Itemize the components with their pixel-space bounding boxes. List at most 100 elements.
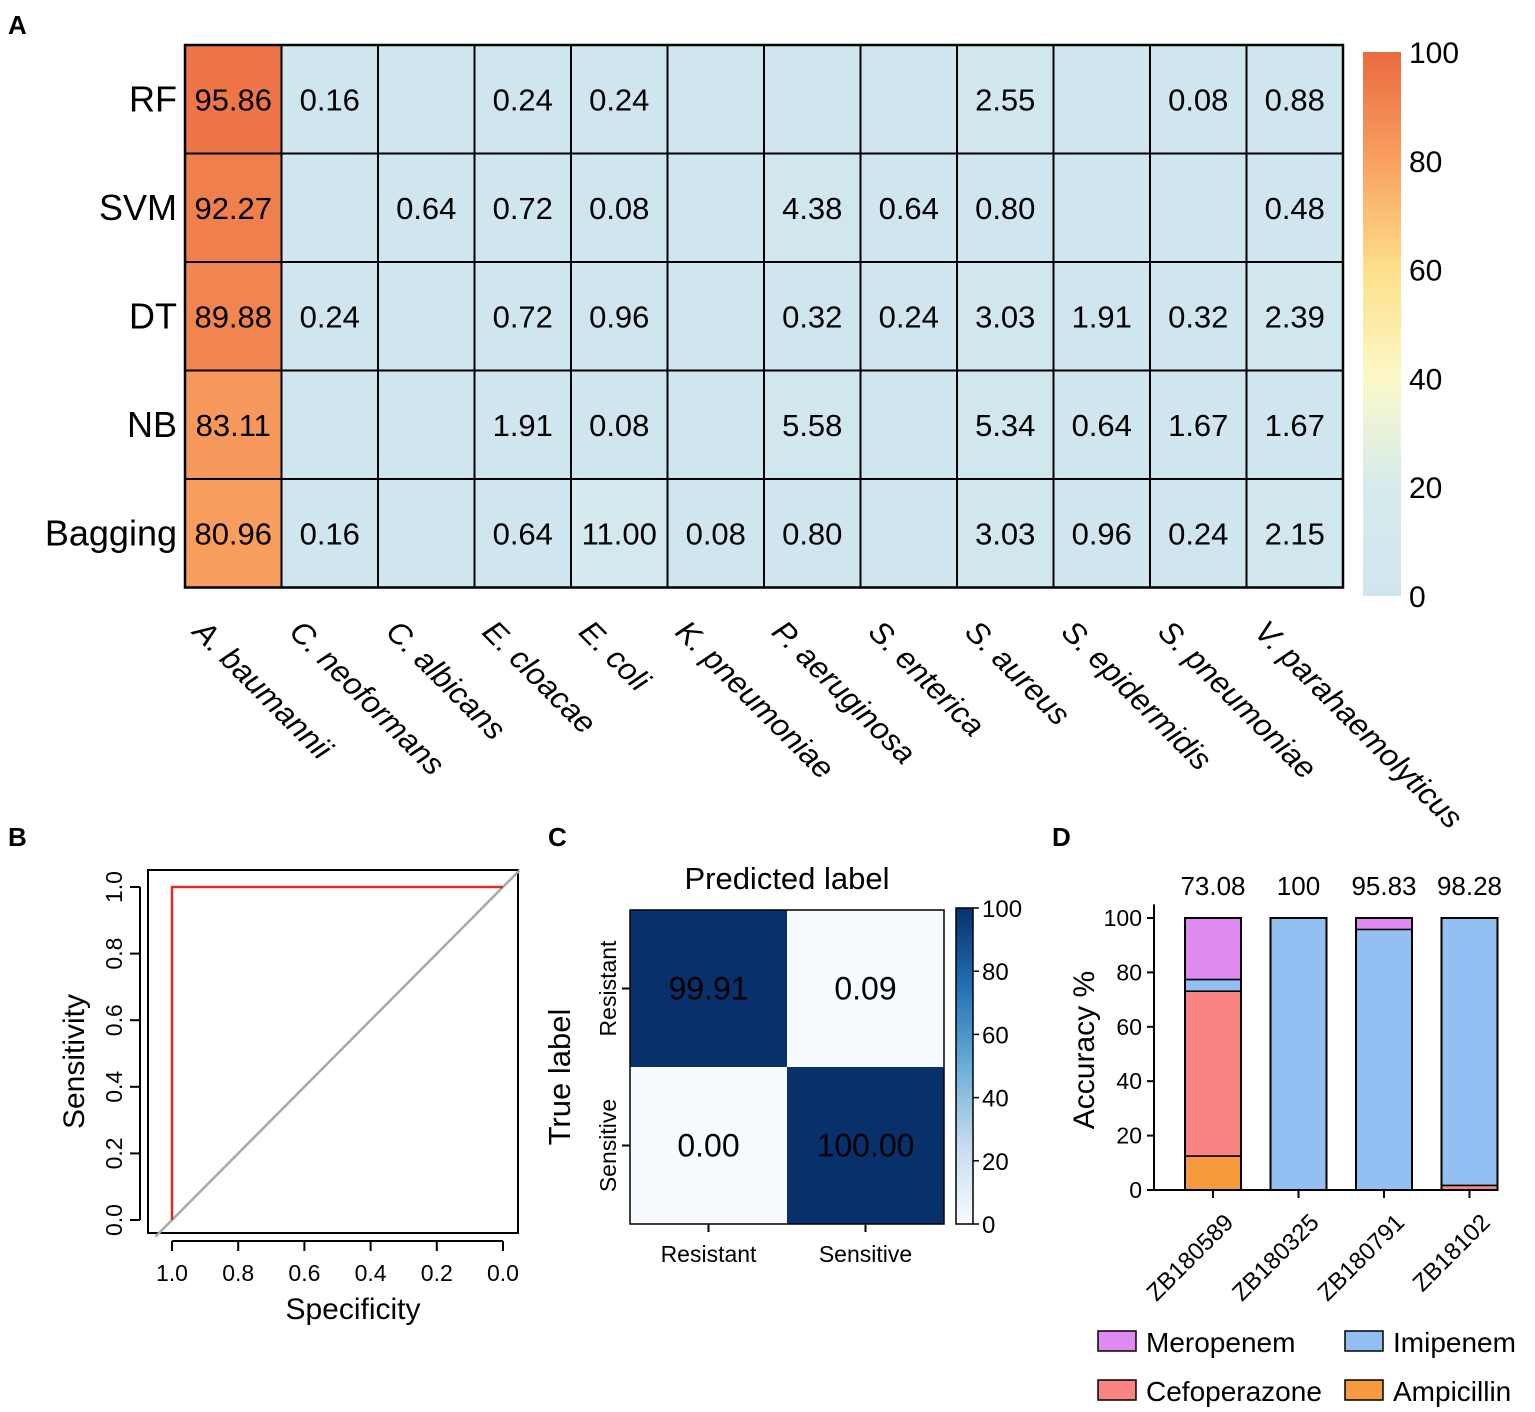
roc-curve	[170, 885, 503, 1220]
y-axis-title: True label	[542, 1009, 577, 1146]
x-tick-label: 0.8	[222, 1260, 254, 1286]
heatmap-cell-value: 3.03	[975, 299, 1035, 334]
heatmap-cell-value: 0.24	[300, 299, 360, 334]
heatmap-cell-value: 1.91	[493, 408, 553, 443]
heatmap-row-label: SVM	[99, 187, 177, 228]
row-label: Sensitive	[595, 1099, 621, 1192]
legend-label: Cefoperazone	[1146, 1376, 1322, 1407]
bar-top-label: 73.08	[1180, 871, 1245, 901]
roc-panel: 1.0 0.8 0.6 0.4 0.2 0.0 0.0 0.2 0.4 0.6 0.8 1.0 Spec…	[58, 869, 521, 1326]
heatmap-cell	[1052, 152, 1151, 263]
heatmap-cell	[1052, 44, 1151, 155]
x-tick-label: 1.0	[156, 1260, 188, 1286]
bar-segment-meropenem	[1184, 917, 1242, 981]
bar-segment-meropenem	[1355, 917, 1413, 931]
heatmap-cell-value: 95.86	[194, 82, 272, 117]
stacked-bar-panel: 0 20 40 60 80 100 Accuracy % 73.08 ZB180589 100 ZB…	[1068, 871, 1516, 1407]
bar-top-label: 98.28	[1437, 871, 1502, 901]
x-tick-label: ZB180791	[1313, 1209, 1410, 1306]
heatmap-cell-value: 0.64	[1072, 408, 1132, 443]
y-tick-label: 1.0	[101, 871, 127, 903]
heatmap-cell-value: 2.15	[1265, 516, 1325, 551]
x-tick-label: ZB180325	[1227, 1209, 1324, 1306]
colorbar-tick-label: 0	[982, 1212, 995, 1239]
heatmap-cell	[859, 369, 958, 480]
heatmap-cell	[473, 478, 572, 589]
x-tick-label: 0.2	[421, 1260, 453, 1286]
heatmap-border	[183, 43, 1345, 589]
bar-segment-cefoperazone	[1184, 990, 1242, 1157]
heatmap-cell-value: 2.39	[1265, 299, 1325, 334]
heatmap-row-label: Bagging	[45, 512, 177, 553]
colorbar-tick-label: 100	[982, 896, 1022, 923]
heatmap-cell-value: 0.16	[300, 82, 360, 117]
heatmap-cell	[570, 478, 669, 589]
y-tick-label: 0.4	[101, 1071, 127, 1103]
heatmap-row-label: NB	[127, 404, 177, 445]
heatmap-cell	[666, 261, 765, 372]
heatmap-cell	[763, 369, 862, 480]
heatmap-cell-value: 3.03	[975, 516, 1035, 551]
heatmap-cell-value: 0.72	[493, 299, 553, 334]
x-tick-label: 0.0	[487, 1260, 519, 1286]
bar-segment-imipenem	[1269, 917, 1328, 1191]
heatmap-cell-value: 0.08	[686, 516, 746, 551]
heatmap-cell-value: 0.24	[493, 82, 553, 117]
heatmap-row-label: DT	[129, 295, 177, 336]
colorbar-tick-label: 100	[1409, 37, 1459, 70]
panel-label-a: A	[8, 10, 27, 40]
legend-swatch-ampicillin	[1344, 1379, 1384, 1401]
chance-line	[154, 869, 521, 1238]
y-axis-title: Sensitivity	[58, 994, 91, 1129]
heatmap-cell-value: 0.80	[782, 516, 842, 551]
y-tick-label: 0.0	[101, 1204, 127, 1236]
legend-swatch-imipenem	[1344, 1330, 1384, 1352]
heatmap-cell	[377, 369, 476, 480]
y-tick-label: 20	[1116, 1123, 1142, 1149]
heatmap-cell-value: 0.24	[1168, 516, 1228, 551]
heatmap-cell-value: 1.67	[1265, 408, 1325, 443]
heatmap-cell	[1052, 261, 1151, 372]
heatmap-cell	[763, 152, 862, 263]
heatmap-cell-value: 89.88	[194, 299, 272, 334]
x-tick-label: ZB18102	[1408, 1209, 1496, 1297]
heatmap-row-label: RF	[129, 78, 177, 119]
heatmap-cell-value: 0.32	[782, 299, 842, 334]
bar-segment-ampicillin	[1184, 1155, 1242, 1191]
heatmap-cell-value: 0.08	[589, 408, 649, 443]
y-tick-label: 0.8	[101, 938, 127, 970]
heatmap-cell-value: 1.91	[1072, 299, 1132, 334]
colorbar	[955, 907, 974, 1225]
heatmap-cell-value: 0.88	[1265, 82, 1325, 117]
legend-swatch-meropenem	[1097, 1330, 1137, 1352]
y-tick-label: 0.2	[101, 1137, 127, 1169]
heatmap-cell-value: 5.58	[782, 408, 842, 443]
heatmap-cell-value: 80.96	[194, 516, 272, 551]
heatmap-cell	[956, 261, 1055, 372]
x-tick-label: 0.6	[288, 1260, 320, 1286]
matrix-cell-value: 0.09	[834, 971, 896, 1007]
heatmap-cell	[763, 261, 862, 372]
row-label: Resistant	[595, 940, 621, 1036]
colorbar-tick-label: 40	[1409, 363, 1442, 396]
heatmap-cell-value: 0.08	[589, 191, 649, 226]
heatmap-cell-value: 0.32	[1168, 299, 1228, 334]
legend-label: Imipenem	[1393, 1327, 1516, 1358]
bar-top-label: 100	[1277, 871, 1320, 901]
heatmap-cell-value: 0.24	[879, 299, 939, 334]
colorbar-tick-label: 60	[1409, 255, 1442, 288]
x-axis-title: Specificity	[285, 1293, 420, 1326]
heatmap-cell-value: 4.38	[782, 191, 842, 226]
heatmap-cell-value: 0.48	[1265, 191, 1325, 226]
heatmap-cell	[1149, 478, 1248, 589]
matrix-border	[629, 909, 945, 1225]
heatmap-cell	[280, 369, 379, 480]
y-tick-label: 40	[1116, 1068, 1142, 1094]
column-label: Resistant	[661, 1241, 757, 1267]
panel-label-d: D	[1052, 822, 1071, 852]
heatmap-cell	[763, 44, 862, 155]
heatmap-cell	[1149, 152, 1248, 263]
legend-swatch-cefoperazone	[1097, 1379, 1137, 1401]
heatmap-cell-value: 0.08	[1168, 82, 1228, 117]
